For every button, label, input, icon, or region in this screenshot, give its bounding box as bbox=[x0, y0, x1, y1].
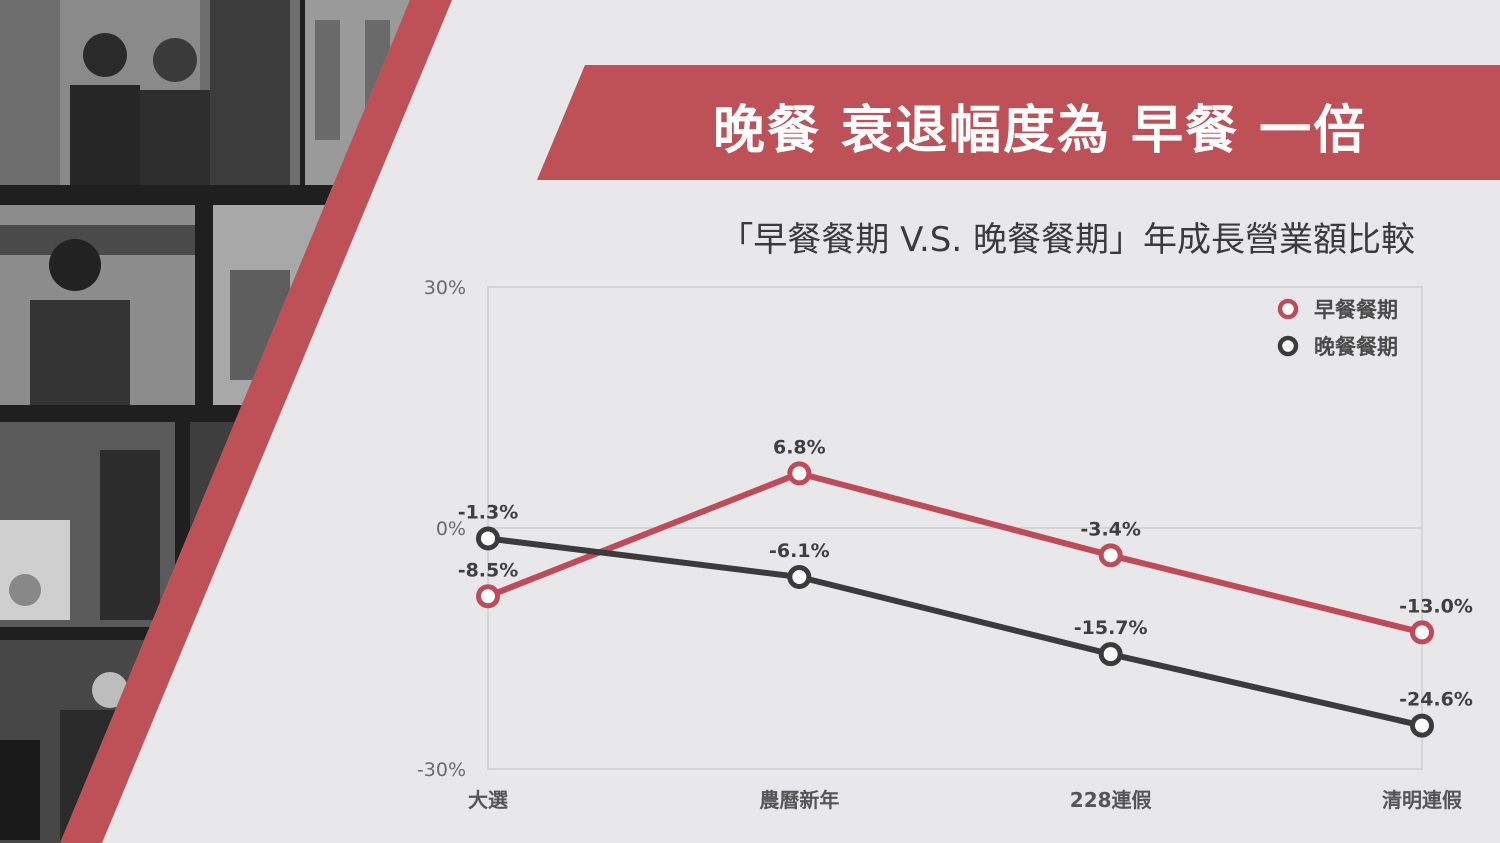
data-point bbox=[476, 526, 500, 551]
legend-label: 晚餐餐期 bbox=[1314, 335, 1398, 359]
series-line bbox=[485, 535, 1425, 729]
y-tick-label: 0% bbox=[436, 518, 466, 540]
data-label: -1.3% bbox=[458, 501, 519, 523]
chart-subtitle: 「早餐餐期 V.S. 晚餐餐期」年成長營業額比較 bbox=[719, 220, 1415, 260]
data-point bbox=[787, 565, 812, 590]
x-tick-label: 228連假 bbox=[1070, 788, 1153, 812]
series-line bbox=[485, 470, 1425, 636]
y-tick-label: 30% bbox=[424, 277, 466, 299]
data-point bbox=[476, 584, 500, 609]
data-label: -6.1% bbox=[769, 540, 830, 562]
data-label: -3.4% bbox=[1080, 518, 1141, 540]
legend-marker bbox=[1277, 298, 1299, 320]
x-tick-label: 農曆新年 bbox=[759, 788, 839, 812]
data-label: -15.7% bbox=[1074, 617, 1148, 639]
data-point bbox=[787, 461, 812, 486]
legend-marker bbox=[1277, 335, 1299, 357]
data-point bbox=[1098, 642, 1123, 667]
data-point bbox=[1098, 543, 1123, 568]
x-tick-label: 大選 bbox=[468, 788, 508, 812]
y-tick-label: -30% bbox=[417, 759, 466, 781]
slide-title: 晚餐 衰退幅度為 早餐 一倍 bbox=[712, 101, 1368, 161]
data-point bbox=[1410, 620, 1434, 645]
data-label: -13.0% bbox=[1399, 595, 1473, 617]
x-tick-label: 清明連假 bbox=[1382, 788, 1463, 812]
data-label: 6.8% bbox=[773, 436, 826, 458]
legend-label: 早餐餐期 bbox=[1314, 298, 1398, 322]
data-point bbox=[1410, 713, 1434, 738]
data-label: -24.6% bbox=[1399, 689, 1473, 711]
data-label: -8.5% bbox=[458, 559, 519, 581]
